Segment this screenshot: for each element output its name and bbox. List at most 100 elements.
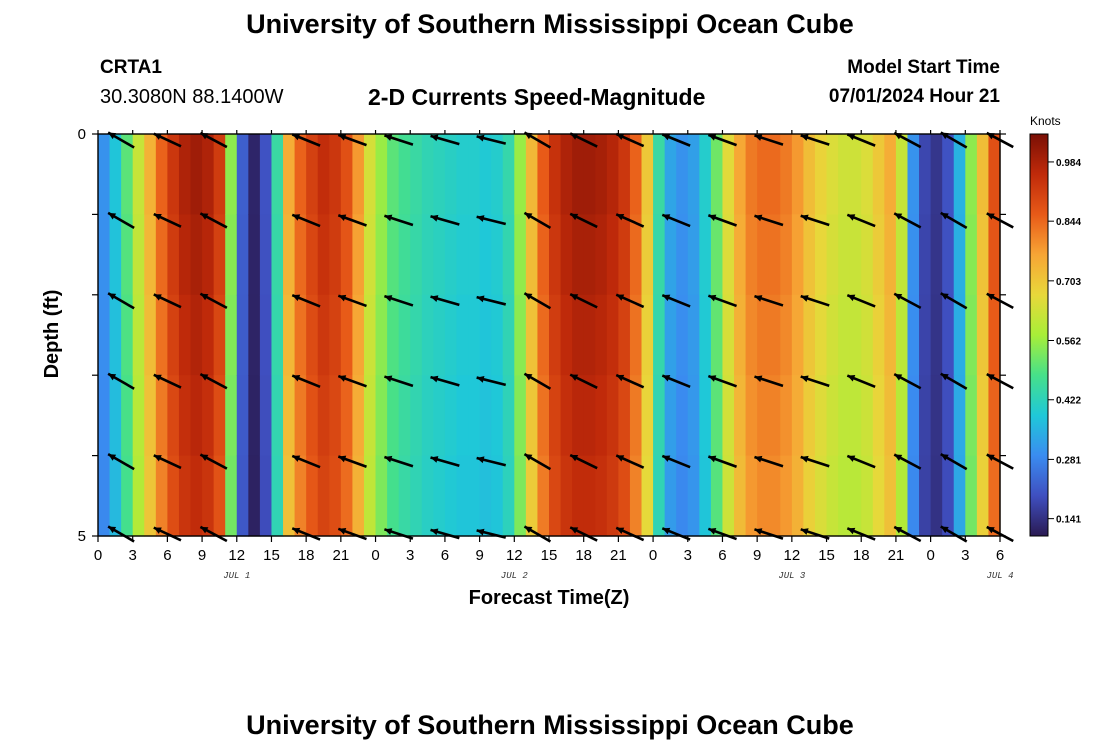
current-arrow-head [570,374,579,381]
heatmap-cell [757,214,770,296]
current-arrow-head [153,133,162,140]
current-arrow-head [476,295,485,303]
heatmap-cell [768,134,781,215]
heatmap-cell [444,375,458,457]
heatmap-cell [595,214,608,296]
heatmap-cell [930,214,943,296]
heatmap-cell [745,134,758,215]
current-arrow-head [430,295,439,302]
heatmap-cell [919,294,932,376]
heatmap-cell [653,375,666,457]
current-arrow [754,375,784,388]
heatmap-cell [965,375,978,457]
heatmap-cell [710,134,724,215]
heatmap-cell [398,375,411,457]
current-arrow-head [570,527,579,534]
heatmap-cell [768,455,781,537]
heatmap-cell [757,294,770,376]
heatmap-cell [618,375,631,457]
current-arrow [291,454,321,469]
current-arrow [615,454,645,469]
colorbar-tick-label: 0.281 [1056,455,1081,466]
heatmap-cell [109,134,122,215]
current-arrow [476,134,507,145]
current-arrow-head [616,374,625,382]
heatmap-cell [387,375,400,457]
heatmap-cell [722,375,735,457]
heatmap-cell [572,294,585,376]
heatmap-cell [271,375,284,457]
heatmap-cell [502,294,515,376]
heatmap-cell [421,294,434,376]
heatmap-cell [791,455,805,537]
x-tick-label: 21 [333,547,350,564]
heatmap-cell [907,375,920,457]
current-arrow [569,526,598,542]
x-tick-label: 0 [649,547,657,564]
heatmap-cell [664,375,677,457]
heatmap-cell [375,375,388,457]
heatmap-cell [537,134,550,215]
heatmap-cell [190,455,203,537]
heatmap-cell [294,455,307,537]
heatmap-cell [387,134,400,215]
heatmap-cell [225,134,238,215]
current-arrow [383,294,414,307]
heatmap-cell [155,455,168,537]
heatmap-cell [861,294,874,376]
heatmap-cell [884,214,897,296]
current-arrow [940,452,968,471]
current-arrow-head [847,294,856,302]
heatmap-cell [965,134,978,215]
current-arrow [615,526,645,542]
current-arrow-head [662,133,671,141]
heatmap-cell [306,134,319,215]
current-arrow-head [338,294,347,302]
heatmap-cell [363,294,377,376]
heatmap-cell [641,134,654,215]
heatmap-cell [826,294,839,376]
heatmap-cell [525,214,539,296]
current-arrow-head [430,528,439,536]
current-arrow [615,373,645,389]
heatmap-cell [699,294,712,376]
heatmap-cell [271,455,284,537]
current-arrow [569,373,598,389]
heatmap-cell [433,214,446,296]
current-arrow-head [384,375,393,383]
heatmap-cell [549,294,562,376]
heatmap-cell [907,214,920,296]
current-arrow-head [800,455,809,463]
current-arrow [337,527,367,541]
current-arrow-head [108,526,117,534]
current-arrow-head [200,213,209,220]
heatmap-cell [710,214,724,296]
current-arrow-head [430,456,439,463]
heatmap-cell [606,134,619,215]
current-arrow-head [708,455,717,463]
heatmap-cell [340,375,354,457]
heatmap-cell [410,294,423,376]
current-arrow-head [570,294,579,301]
current-arrow [707,133,738,147]
current-arrow-head [524,526,533,534]
current-arrow [893,525,922,543]
heatmap-cell [294,294,307,376]
heatmap-cell [687,134,700,215]
current-arrow [661,374,691,389]
heatmap-cell [768,375,781,457]
current-arrow-head [940,293,949,300]
date-label: JUL 3 [778,571,806,581]
heatmap-cell [618,455,631,537]
heatmap-cell [780,214,793,296]
current-arrow-head [847,375,856,382]
heatmap-cell [410,375,423,457]
heatmap-cell [398,294,411,376]
heatmap-cell [514,214,527,296]
heatmap-cell [676,134,689,215]
heatmap-cell [317,214,330,296]
heatmap-cell [375,214,388,296]
heatmap-cell [653,455,666,537]
heatmap-cell [167,294,180,376]
current-arrow-head [847,527,856,535]
